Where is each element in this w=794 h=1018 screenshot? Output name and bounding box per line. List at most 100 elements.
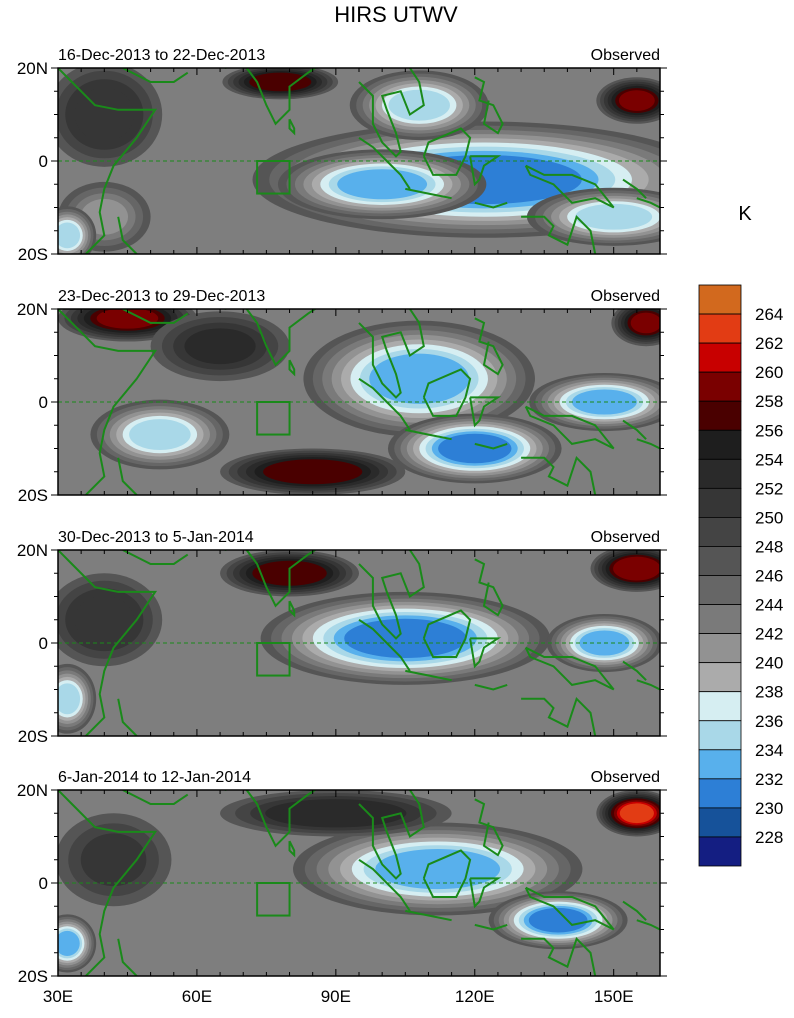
colorbar-box [698,778,742,809]
coastline [117,216,138,254]
panels: 20N 0 20S 16-Dec-2013 to 22-Dec-2013 Observe… [17,47,667,1006]
field-blob [528,907,588,933]
colorbar-tick-label: 248 [755,537,783,556]
x-tick-label: 120E [455,987,495,1006]
colorbar: 264 262 260 258 256 254 252 250 248 246 244 242 240 2… [698,203,783,867]
coastline [117,698,138,736]
coastline [524,164,615,209]
coastline [521,214,597,254]
field-contours [58,68,660,254]
coastline [117,938,138,976]
field-blob [271,461,354,483]
colorbar-box [698,749,742,780]
coastline [524,646,615,691]
colorbar-tick-label: 256 [755,421,783,440]
coastline [521,455,597,495]
coastline [636,197,660,209]
x-tick-label: 30E [43,987,73,1006]
field-blob [58,930,80,956]
coastline [358,858,411,912]
coastline [224,790,317,848]
coastline [622,660,647,681]
coastline [622,900,647,921]
colorbar-tick-label: 240 [755,654,783,673]
field-blob [280,802,392,825]
coastline [358,68,425,158]
coastline [358,309,425,399]
panel-label: Observed [591,47,660,64]
coastline [288,840,296,858]
coastline [636,679,660,691]
coastline [122,550,189,565]
colorbar-box [698,487,742,518]
colorbar-tick-label: 264 [755,305,783,324]
y-tick-label: 0 [39,152,48,171]
coastline [117,457,138,495]
colorbar-box [698,662,742,693]
colorbar-box [698,546,742,576]
y-tick-label: 0 [39,634,48,653]
coastline [469,155,502,187]
axis-ticks [51,549,667,737]
colorbar-box [698,807,742,838]
field-blob [80,833,147,887]
field-blob [337,169,428,200]
colorbar-tick-label: 242 [755,625,783,644]
coastline [469,637,502,669]
coastline [521,936,597,976]
y-tick-label: 0 [39,393,48,412]
y-tick-label: 20N [17,781,48,800]
coastline [622,419,647,440]
coastline [122,790,189,805]
coastline [622,178,647,199]
panel-period: 16-Dec-2013 to 22-Dec-2013 [58,47,265,64]
colorbar-tick-label: 228 [755,828,783,847]
panel-label: Observed [591,529,660,546]
x-tick-label: 90E [321,987,351,1006]
colorbar-box [698,517,742,547]
coastlines [58,550,660,736]
coastline [358,550,425,640]
coastline [58,550,158,736]
field-contours [58,309,660,495]
coastline [469,877,502,909]
colorbar-box [698,313,742,344]
y-tick-label: 20S [18,486,48,505]
panel-period: 23-Dec-2013 to 29-Dec-2013 [58,288,265,305]
colorbar-box [698,284,742,315]
coastline [636,919,660,931]
field-blob [388,89,450,121]
coastline [288,600,296,618]
coastline [122,309,189,324]
coastline [636,438,660,450]
colorbar-tick-label: 254 [755,450,783,469]
coastline [474,798,504,857]
map-panel-2: 20N 0 20S 23-Dec-2013 to 29-Dec-2013 Observe… [17,288,667,505]
y-tick-label: 0 [39,874,48,893]
field-blob [58,683,81,715]
coastline [358,377,411,431]
coastline [288,118,296,136]
y-tick-label: 20N [17,541,48,560]
coastline [224,309,317,367]
field-blob [184,328,256,365]
coastline [224,550,317,608]
field-blob [616,558,657,579]
coastline [358,790,425,880]
panel-label: Observed [591,769,660,786]
x-tick-label: 60E [182,987,212,1006]
axis-ticks [51,789,667,977]
colorbar-tick-label: 252 [755,479,783,498]
colorbar-box [698,342,742,373]
colorbar-tick-label: 232 [755,770,783,789]
coastline [358,618,411,672]
field-blob [129,419,191,450]
coastline [405,669,452,682]
colorbar-box [698,633,742,664]
colorbar-tick-label: 238 [755,683,783,702]
colorbar-tick-label: 234 [755,741,783,760]
axis-ticks [51,67,667,255]
y-tick-label: 20S [18,727,48,746]
